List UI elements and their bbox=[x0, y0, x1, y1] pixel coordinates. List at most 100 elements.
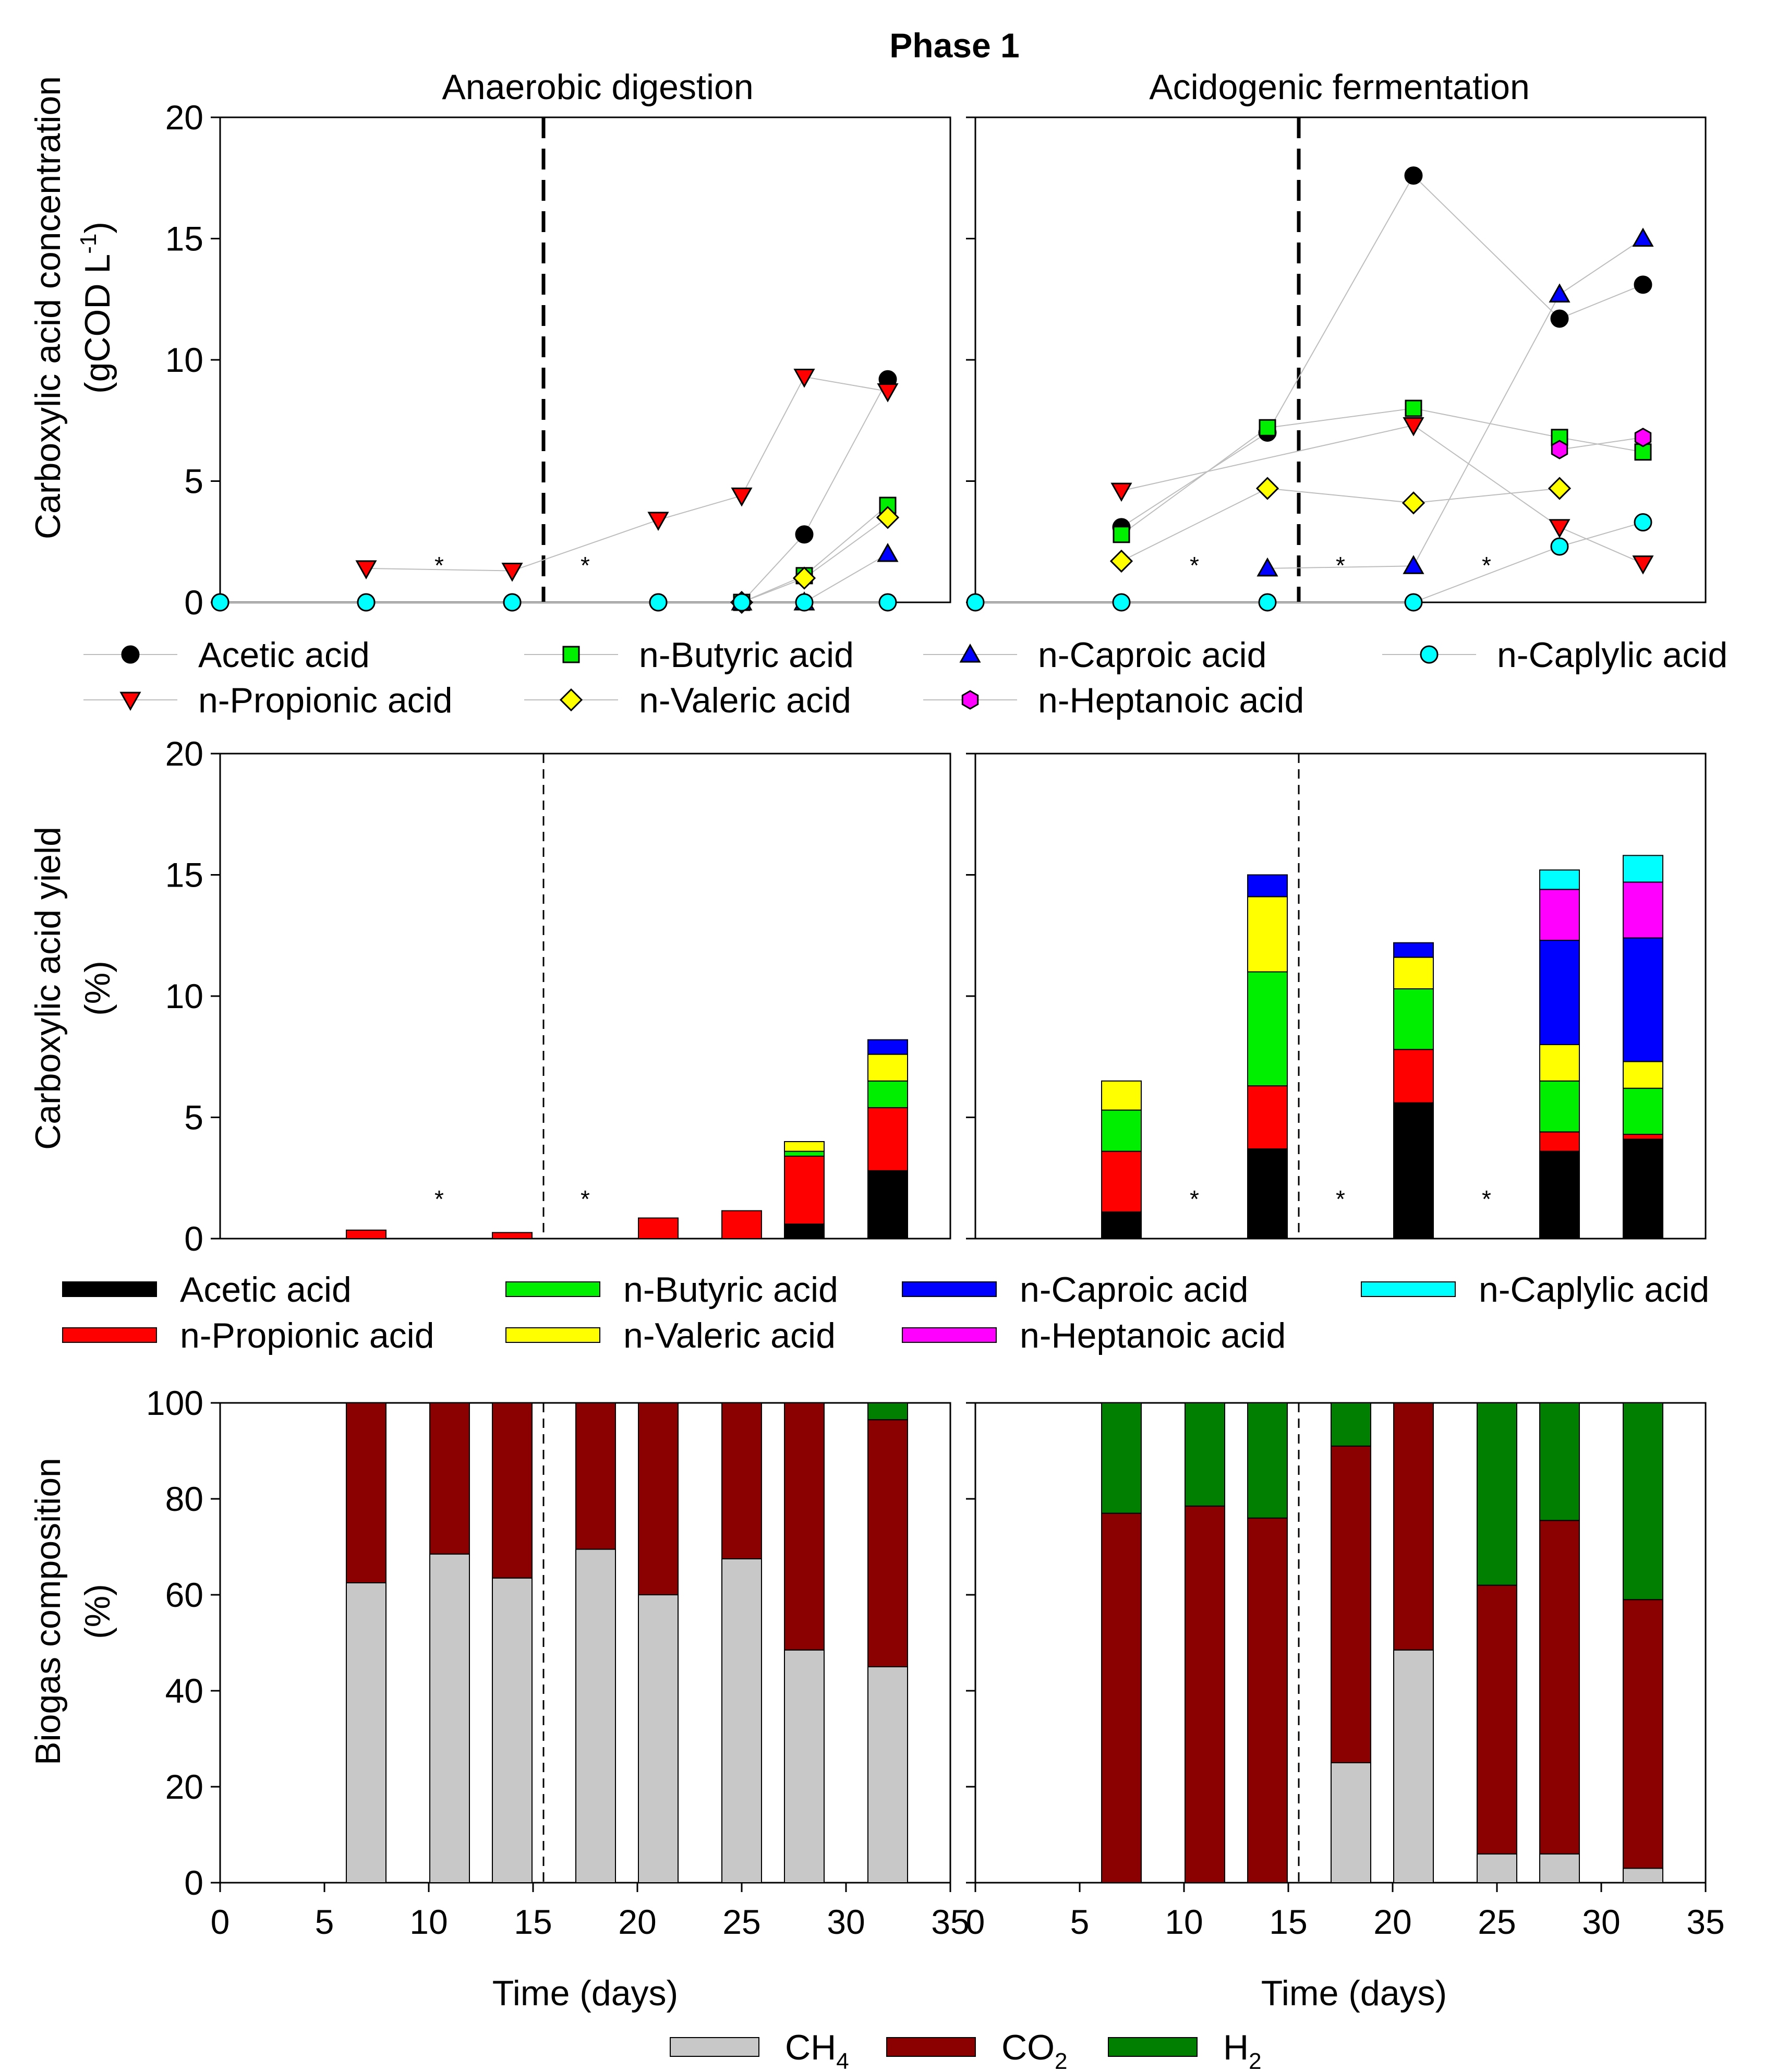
plot-frame bbox=[219, 116, 951, 603]
point-n-propionic-acid bbox=[731, 487, 753, 507]
point-n-caproic-acid bbox=[1549, 283, 1570, 302]
legend-label-n-caplylic-acid: n-Caplylic acid bbox=[1479, 1270, 1709, 1310]
y-tick-label: 10 bbox=[165, 341, 203, 379]
trend-line-n-valeric-acid bbox=[1121, 488, 1560, 562]
trend-line-n-propionic-acid bbox=[366, 376, 888, 572]
y-tick-label: 15 bbox=[165, 856, 203, 894]
bar-segment-ch4 bbox=[721, 1558, 762, 1883]
bar-segment-n-propionic-acid bbox=[346, 1229, 386, 1240]
legend-label-n-propionic-acid: n-Propionic acid bbox=[180, 1316, 434, 1355]
xlabel-acidogenic: Time (days) bbox=[1261, 1973, 1447, 2013]
bar-segment-ch4 bbox=[1623, 1868, 1663, 1883]
bar-segment-ch4 bbox=[867, 1666, 908, 1883]
point-n-caplylic-acid bbox=[211, 593, 229, 612]
bar-segment-ch4 bbox=[575, 1548, 616, 1884]
legend-label-n-propionic-acid: n-Propionic acid bbox=[198, 681, 453, 720]
legend-marker-n-caproic-acid bbox=[959, 643, 981, 663]
plot-frame bbox=[974, 753, 1707, 1240]
trend-line-acetic-acid bbox=[220, 379, 888, 603]
legend-marker-acetic-acid bbox=[121, 645, 140, 664]
legend-swatch-n-valeric-acid bbox=[505, 1327, 600, 1343]
concentration-anaerobic-plot: 0 5 10 15 20 * * bbox=[165, 98, 951, 622]
bar-segment-ch4 bbox=[784, 1649, 825, 1884]
plot-frame bbox=[974, 116, 1707, 603]
point-n-valeric-acid bbox=[1109, 549, 1133, 573]
bar-segment-co2 bbox=[346, 1402, 386, 1583]
point-n-butyric-acid bbox=[1405, 399, 1422, 417]
bar-segment-n-valeric-acid bbox=[1539, 1044, 1580, 1082]
point-n-caplylic-acid bbox=[503, 593, 522, 612]
y-tick-label: 20 bbox=[165, 734, 203, 773]
point-n-valeric-acid bbox=[792, 566, 816, 590]
y-tick-label: 20 bbox=[165, 98, 203, 137]
bar-segment-co2 bbox=[1101, 1512, 1142, 1884]
y-tick-label: 40 bbox=[165, 1671, 203, 1710]
missing-sample-asterisk: * bbox=[434, 1185, 444, 1213]
missing-sample-asterisk: * bbox=[1482, 1185, 1491, 1213]
bar-segment-n-propionic-acid bbox=[1539, 1131, 1580, 1152]
bar-segment-n-caproic-acid bbox=[1539, 940, 1580, 1046]
panel-title-anaerobic: Anaerobic digestion bbox=[442, 67, 753, 107]
legend-swatch-n-caproic-acid bbox=[902, 1281, 997, 1297]
biogas-anaerobic-plot: 0 20 40 60 80 100 0 5 10 15 20 25 30 35 bbox=[146, 1384, 970, 1941]
bar-segment-ch4 bbox=[492, 1577, 533, 1884]
legend-label-n-butyric-acid: n-Butyric acid bbox=[623, 1270, 838, 1310]
y-tick-label: 15 bbox=[165, 220, 203, 258]
bar-segment-n-butyric-acid bbox=[784, 1150, 825, 1157]
y-tick-label: 20 bbox=[165, 1767, 203, 1806]
bar-segment-acetic-acid bbox=[1101, 1211, 1142, 1240]
bar-segment-acetic-acid bbox=[1247, 1148, 1288, 1239]
legend-label-co2: CO2 bbox=[1001, 2028, 1067, 2072]
legend-label-n-caproic-acid: n-Caproic acid bbox=[1020, 1270, 1248, 1310]
bar-segment-n-propionic-acid bbox=[784, 1155, 825, 1225]
bar-segment-n-caplylic-acid bbox=[1623, 855, 1663, 883]
trend-line-n-propionic-acid bbox=[1121, 425, 1644, 564]
bar-segment-co2 bbox=[784, 1402, 825, 1651]
bar-segment-n-caproic-acid bbox=[1393, 942, 1434, 958]
bar-segment-n-heptanoic-acid bbox=[1539, 889, 1580, 941]
legend-swatch-n-propionic-acid bbox=[62, 1327, 157, 1343]
bar-segment-ch4 bbox=[1539, 1853, 1580, 1884]
bar-segment-co2 bbox=[1539, 1520, 1580, 1855]
missing-sample-asterisk: * bbox=[434, 552, 444, 579]
bar-segment-acetic-acid bbox=[1623, 1138, 1663, 1240]
point-n-caproic-acid bbox=[1403, 555, 1424, 574]
point-n-caplylic-acid bbox=[649, 593, 668, 612]
bar-segment-co2 bbox=[721, 1402, 762, 1559]
trend-line-n-caplylic-acid bbox=[975, 522, 1644, 603]
point-n-propionic-acid bbox=[501, 563, 523, 582]
trend-line-n-valeric-acid bbox=[741, 517, 888, 603]
point-n-propionic-acid bbox=[877, 383, 899, 403]
legend-marker-n-valeric-acid bbox=[559, 688, 583, 712]
legend-swatch-n-butyric-acid bbox=[505, 1281, 600, 1297]
point-n-caplylic-acid bbox=[1634, 513, 1652, 532]
legend-marker-n-caplylic-acid bbox=[1420, 645, 1439, 664]
legend-label-acetic-acid: Acetic acid bbox=[198, 635, 370, 675]
bar-segment-n-propionic-acid bbox=[721, 1210, 762, 1239]
figure-title: Phase 1 bbox=[889, 26, 1020, 65]
legend-label-n-caplylic-acid: n-Caplylic acid bbox=[1497, 635, 1727, 675]
point-n-propionic-acid bbox=[647, 512, 669, 531]
bar-segment-h2 bbox=[1247, 1402, 1288, 1519]
point-n-butyric-acid bbox=[1113, 526, 1130, 543]
missing-sample-asterisk: * bbox=[1190, 552, 1199, 579]
point-n-caplylic-acid bbox=[1550, 537, 1569, 556]
bar-segment-n-propionic-acid bbox=[1101, 1150, 1142, 1213]
bar-segment-ch4 bbox=[429, 1553, 470, 1884]
bar-segment-n-valeric-acid bbox=[1623, 1061, 1663, 1089]
point-n-caproic-acid bbox=[1257, 557, 1278, 577]
legend-label-n-valeric-acid: n-Valeric acid bbox=[639, 681, 851, 720]
bar-segment-n-heptanoic-acid bbox=[1623, 881, 1663, 939]
point-n-valeric-acid bbox=[1548, 477, 1572, 500]
point-n-caplylic-acid bbox=[795, 593, 814, 612]
trend-line-n-heptanoic-acid bbox=[1559, 437, 1644, 451]
x-tick-label: 35 bbox=[931, 1903, 969, 1941]
legend-markers: Acetic acid n-Propionic acid n-Butyric aci… bbox=[83, 635, 1727, 720]
ylabel-yield: Carboxylic acid yield bbox=[28, 827, 68, 1150]
x-tick-label: 15 bbox=[514, 1903, 552, 1941]
point-acetic-acid bbox=[1404, 166, 1423, 185]
bar-segment-n-valeric-acid bbox=[867, 1053, 908, 1082]
y-tick-label: 100 bbox=[146, 1384, 203, 1422]
y-tick-label: 80 bbox=[165, 1480, 203, 1518]
bar-segment-n-caproic-acid bbox=[867, 1039, 908, 1055]
